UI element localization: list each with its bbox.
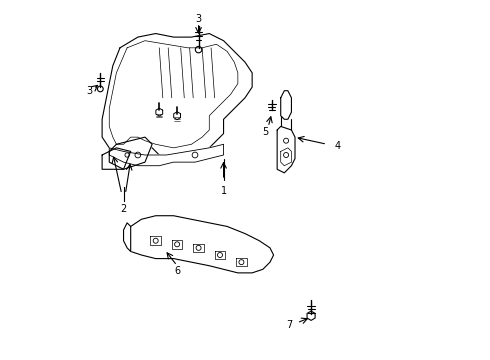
Polygon shape [127,216,273,273]
Text: 5: 5 [263,127,269,137]
Polygon shape [109,144,223,166]
Polygon shape [102,33,252,158]
Text: 3: 3 [87,86,93,96]
Polygon shape [102,148,131,169]
Polygon shape [123,223,131,251]
Text: 3: 3 [196,14,201,24]
Text: 1: 1 [220,186,227,196]
Polygon shape [281,91,292,119]
Text: 4: 4 [334,141,341,151]
Polygon shape [109,137,152,169]
Text: 6: 6 [174,266,180,276]
Text: 7: 7 [287,320,293,330]
Polygon shape [277,126,295,173]
Text: 2: 2 [121,203,127,213]
